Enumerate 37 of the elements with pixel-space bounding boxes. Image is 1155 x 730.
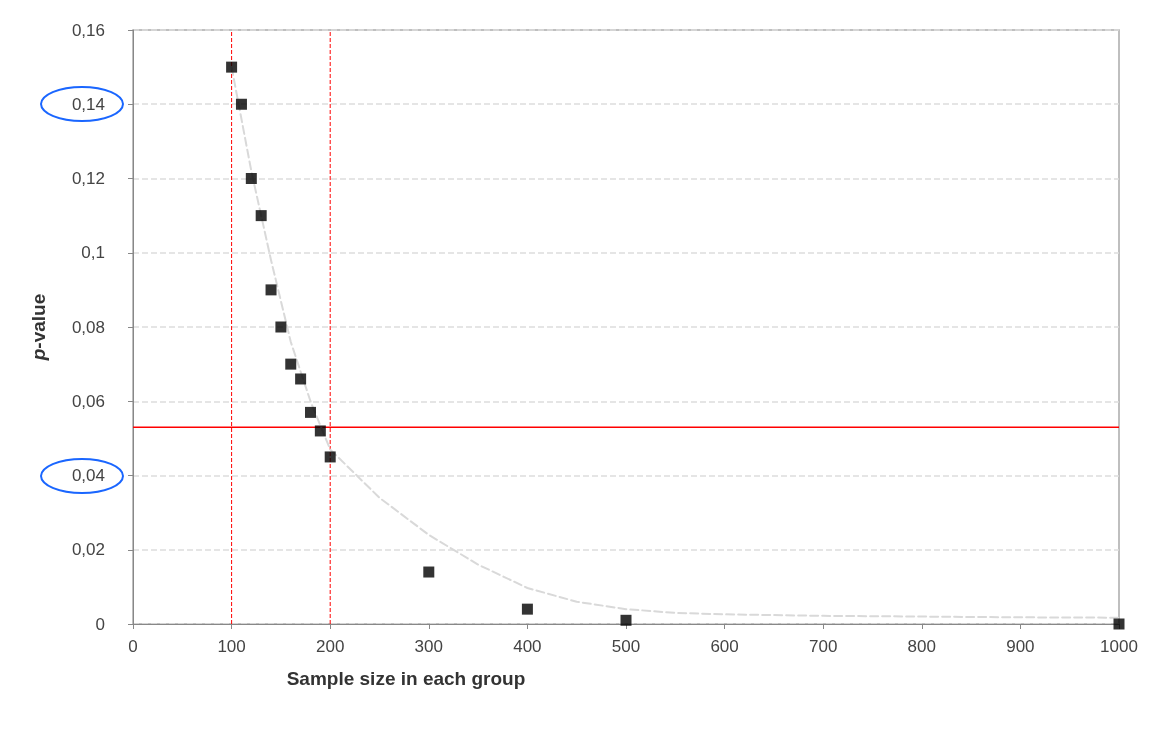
x-tick-label: 100 xyxy=(217,637,246,656)
point xyxy=(245,173,257,184)
point xyxy=(235,98,247,110)
point xyxy=(295,373,307,385)
point xyxy=(620,614,632,626)
point xyxy=(255,210,267,222)
x-tick-label: 1000 xyxy=(1100,637,1138,656)
y-axis-title: p-value xyxy=(28,293,49,362)
x-tick-label: 900 xyxy=(1006,637,1035,656)
x-axis-title: Sample size in each group xyxy=(286,668,526,689)
x-tick-label: 300 xyxy=(414,637,443,656)
y-tick-label: 0,12 xyxy=(71,169,105,188)
point xyxy=(423,566,435,578)
point xyxy=(304,406,316,418)
point xyxy=(324,451,336,463)
point xyxy=(226,61,238,73)
y-tick-label: 0,08 xyxy=(71,317,105,337)
x-tick-label: 200 xyxy=(316,637,345,656)
x-tick-label: 600 xyxy=(710,637,739,656)
y-tick-label: 0,04 xyxy=(71,466,105,485)
y-tick-label: 0,1 xyxy=(81,243,105,263)
y-tick-label: 0 xyxy=(95,614,105,634)
point xyxy=(1113,618,1125,630)
x-tick-label: 400 xyxy=(513,637,542,656)
y-tick-label: 0,14 xyxy=(71,94,105,114)
x-tick-label: 800 xyxy=(907,637,936,656)
y-tick-label: 0,16 xyxy=(71,20,105,40)
point xyxy=(265,284,277,296)
x-tick-label: 500 xyxy=(611,637,641,656)
point xyxy=(314,425,326,437)
y-tick-label: 0,02 xyxy=(71,540,105,560)
point xyxy=(521,603,533,615)
x-tick-label: 700 xyxy=(809,637,838,656)
point xyxy=(275,321,287,333)
x-tick-label: 0 xyxy=(128,637,138,656)
y-tick-label: 0,06 xyxy=(71,391,105,411)
point xyxy=(285,358,297,370)
